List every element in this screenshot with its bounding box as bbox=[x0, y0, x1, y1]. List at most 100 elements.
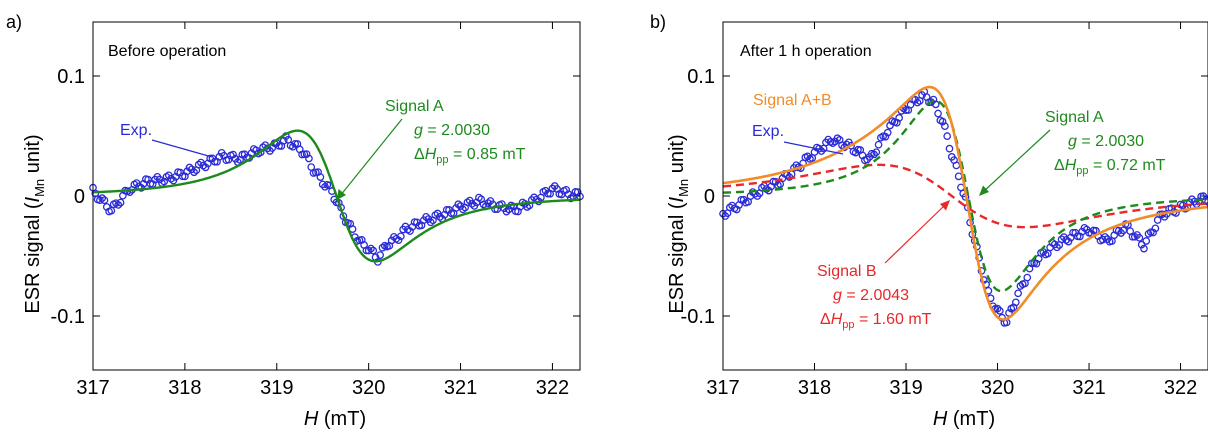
exp-point bbox=[1204, 198, 1208, 206]
exp-point bbox=[116, 198, 125, 207]
exp-point bbox=[229, 150, 237, 159]
exp-point bbox=[96, 196, 104, 204]
panel-b-signal-a-label: Signal A bbox=[1045, 109, 1104, 126]
exp-point bbox=[426, 218, 435, 227]
exp-point bbox=[938, 117, 947, 126]
exp-point bbox=[883, 128, 892, 137]
exp-point bbox=[1023, 273, 1032, 282]
exp-point bbox=[1149, 228, 1157, 237]
panel-b-exp-label: Exp. bbox=[752, 123, 784, 140]
panel-a-y-axis-label: ESR signal (IMn unit) bbox=[22, 134, 47, 313]
exp-point bbox=[369, 246, 378, 255]
exp-point bbox=[1190, 197, 1199, 206]
panel-a-signal-a-g: g = 2.0030 bbox=[414, 122, 490, 139]
exp-point bbox=[872, 148, 881, 157]
exp-point bbox=[902, 106, 910, 114]
y-tick-label: 0.1 bbox=[57, 66, 85, 88]
panel-b: b) -0.1 0 0.1 317 318 319 320 321 322 After 1 h… bbox=[650, 12, 1208, 430]
x-tick-label: 321 bbox=[1072, 377, 1105, 399]
exp-point bbox=[1151, 224, 1160, 233]
y-tick-label: -0.1 bbox=[51, 306, 85, 328]
panel-a-signal-a-arrowhead bbox=[337, 189, 346, 200]
x-tick-label: 318 bbox=[798, 377, 831, 399]
exp-point bbox=[436, 213, 444, 221]
panel-b-x-ticks: 317 318 319 320 321 322 bbox=[706, 22, 1197, 399]
exp-point bbox=[125, 188, 134, 197]
exp-point bbox=[732, 205, 741, 214]
panel-b-y-axis-label: ESR signal (IMn unit) bbox=[666, 134, 691, 313]
panel-b-x-axis-label: H (mT) bbox=[933, 408, 995, 430]
exp-point bbox=[201, 163, 210, 172]
exp-point bbox=[484, 199, 492, 207]
exp-point bbox=[573, 188, 582, 196]
exp-point bbox=[364, 246, 373, 255]
y-tick-label: 0.1 bbox=[687, 66, 715, 88]
exp-point bbox=[376, 251, 384, 259]
x-tick-label: 317 bbox=[706, 377, 739, 399]
exp-point bbox=[934, 109, 942, 118]
panel-a-condition: Before operation bbox=[108, 43, 226, 60]
panel-a-exp-label: Exp. bbox=[120, 122, 152, 139]
y-tick-label: 0 bbox=[74, 186, 85, 208]
panel-a-signal-a-arrow bbox=[339, 118, 403, 197]
panel-a-plot-frame bbox=[92, 21, 581, 371]
exp-point bbox=[838, 141, 846, 150]
exp-point bbox=[275, 142, 283, 150]
exp-point bbox=[993, 304, 1002, 313]
panel-a-x-axis-label: H (mT) bbox=[304, 408, 366, 430]
exp-point bbox=[502, 207, 511, 216]
panel-b-signal-ab-label: Signal A+B bbox=[753, 92, 832, 109]
exp-point bbox=[941, 122, 949, 131]
x-tick-label: 320 bbox=[352, 377, 385, 399]
exp-point bbox=[107, 206, 116, 215]
exp-point bbox=[100, 196, 109, 205]
exp-point bbox=[215, 152, 224, 161]
panel-b-exp-pointer bbox=[783, 141, 844, 155]
panel-a: a) -0.1 0 0.1 317 318 319 320 321 322 Before op… bbox=[6, 12, 584, 430]
exp-point bbox=[98, 194, 107, 202]
panel-b-signal-a-dhpp: ΔHpp = 0.72 mT bbox=[1054, 157, 1166, 177]
exp-point bbox=[1014, 289, 1022, 298]
exp-point bbox=[824, 135, 833, 144]
exp-point bbox=[1142, 237, 1151, 245]
panel-b-signal-b-arrow bbox=[884, 204, 946, 264]
x-tick-label: 319 bbox=[889, 377, 922, 399]
exp-point bbox=[952, 161, 961, 170]
exp-point bbox=[1130, 232, 1139, 241]
exp-point bbox=[114, 201, 123, 209]
exp-point bbox=[302, 150, 311, 158]
x-tick-label: 318 bbox=[168, 377, 201, 399]
signal-b-curve bbox=[723, 163, 1208, 229]
panel-b-plot-frame bbox=[722, 21, 1208, 371]
panel-a-label: a) bbox=[6, 12, 22, 32]
panel-a-signal-a-dhpp: ΔHpp = 0.85 mT bbox=[414, 146, 526, 166]
signal-ab-curve bbox=[722, 85, 1208, 321]
exp-point bbox=[870, 150, 878, 159]
exp-point bbox=[190, 168, 198, 177]
exp-point bbox=[378, 243, 387, 252]
panel-b-signal-b-arrowhead bbox=[940, 200, 950, 211]
panel-b-signal-b-g: g = 2.0043 bbox=[833, 287, 909, 304]
exp-point bbox=[194, 160, 203, 169]
exp-point bbox=[1199, 192, 1208, 201]
y-tick-label: -0.1 bbox=[681, 306, 715, 328]
exp-point bbox=[1101, 233, 1109, 241]
panel-a-signal-a-label: Signal A bbox=[385, 98, 444, 115]
exp-point bbox=[1069, 228, 1077, 237]
x-tick-label: 321 bbox=[444, 377, 477, 399]
exp-point bbox=[954, 172, 963, 181]
exp-point bbox=[995, 306, 1004, 315]
exp-point bbox=[1140, 244, 1148, 253]
signal-a-curve bbox=[92, 129, 581, 263]
panel-b-condition: After 1 h operation bbox=[740, 43, 872, 60]
exp-point bbox=[895, 114, 904, 122]
x-tick-label: 322 bbox=[536, 377, 569, 399]
exp-point bbox=[167, 174, 175, 183]
exp-point bbox=[945, 144, 954, 153]
exp-point bbox=[1053, 243, 1061, 252]
panel-b-signal-b-label: Signal B bbox=[817, 263, 877, 280]
exp-point bbox=[881, 132, 890, 141]
exp-point bbox=[566, 194, 575, 203]
exp-point bbox=[367, 244, 375, 253]
